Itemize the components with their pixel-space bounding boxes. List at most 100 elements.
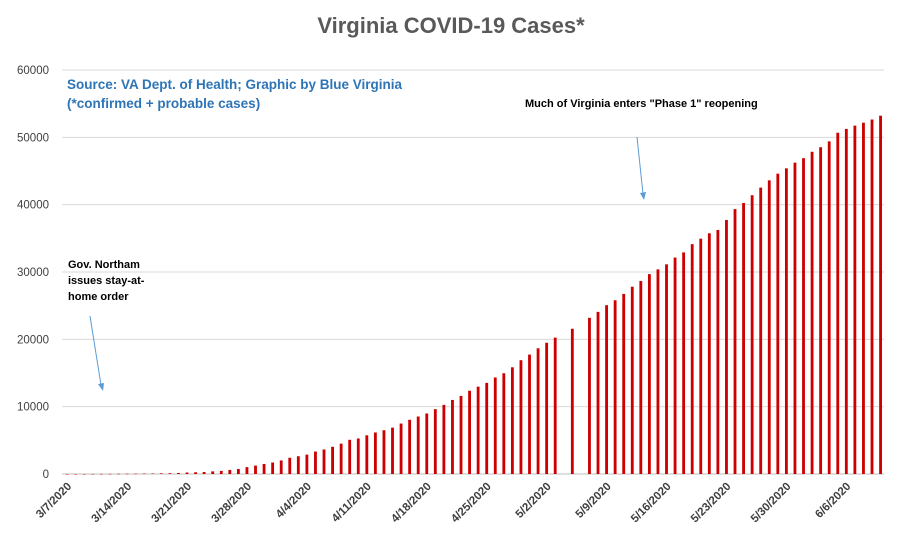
bar — [802, 158, 805, 475]
bar — [142, 473, 146, 475]
annotation-stay-home-line-3: home order — [68, 291, 129, 303]
bar — [339, 443, 343, 474]
bar — [690, 244, 694, 474]
bar — [596, 311, 600, 474]
bar — [502, 373, 506, 474]
bar — [647, 274, 651, 474]
y-tick-label: 40000 — [17, 200, 49, 212]
bar — [767, 180, 771, 474]
bar — [391, 427, 394, 474]
bar — [365, 435, 369, 474]
annotation-stay-home-line-2: issues stay-at- — [68, 275, 145, 287]
bar — [510, 367, 514, 474]
x-tick-label: 5/16/2020 — [629, 481, 674, 526]
bar — [194, 472, 197, 474]
bar — [451, 399, 454, 474]
annotation-phase1: Much of Virginia enters "Phase 1" reopen… — [525, 98, 758, 110]
bar — [656, 269, 660, 474]
bar — [528, 354, 531, 474]
bar — [433, 409, 437, 474]
bar — [707, 233, 711, 474]
y-axis-ticks: 0 10000 20000 30000 40000 50000 60000 — [17, 65, 49, 481]
bar — [819, 147, 823, 474]
bar — [844, 128, 848, 474]
bar — [605, 305, 608, 474]
arrow-stay-home-head — [98, 383, 104, 391]
bar — [553, 337, 557, 474]
bar — [630, 286, 634, 474]
bar — [536, 348, 540, 474]
bar — [134, 473, 138, 475]
bar — [862, 122, 865, 475]
bar — [296, 456, 300, 474]
bar-series — [65, 115, 882, 475]
bar — [322, 449, 326, 474]
bar — [870, 119, 874, 474]
arrow-phase1 — [636, 136, 644, 195]
bar — [716, 229, 720, 474]
bar — [236, 469, 240, 474]
bar — [65, 473, 69, 475]
gridlines — [62, 69, 884, 475]
bar — [288, 457, 292, 474]
bar — [382, 430, 386, 474]
x-tick-label: 4/4/2020 — [274, 481, 314, 521]
bar — [82, 473, 86, 475]
bar — [314, 451, 317, 474]
bar — [168, 473, 172, 474]
bar — [733, 209, 737, 474]
bar — [108, 473, 112, 475]
bar — [476, 386, 480, 474]
bar — [459, 395, 463, 474]
x-tick-label: 3/14/2020 — [90, 481, 135, 526]
bar — [793, 162, 797, 474]
bar — [622, 293, 626, 474]
bar — [305, 454, 309, 474]
bar — [742, 202, 745, 475]
x-tick-label: 5/23/2020 — [689, 481, 734, 526]
bar — [254, 465, 257, 474]
bar — [570, 328, 574, 474]
x-axis-ticks: 3/7/2020 3/14/2020 3/21/2020 3/28/2020 4/4/2… — [34, 481, 853, 526]
x-tick-label: 5/9/2020 — [574, 481, 614, 521]
bar — [784, 168, 788, 474]
x-tick-label: 3/28/2020 — [209, 481, 254, 526]
x-tick-label: 6/6/2020 — [813, 481, 853, 521]
bar — [442, 404, 446, 474]
bar — [776, 173, 780, 474]
bar — [356, 438, 360, 474]
bar — [853, 125, 857, 474]
bar — [699, 238, 703, 474]
bar — [759, 187, 763, 475]
bar — [468, 390, 471, 474]
bar — [545, 342, 549, 474]
x-tick-label: 4/25/2020 — [449, 481, 494, 526]
bar — [750, 195, 754, 475]
y-tick-label: 30000 — [17, 267, 49, 279]
x-tick-label: 5/2/2020 — [514, 481, 554, 521]
bar — [673, 257, 677, 474]
bar — [493, 377, 497, 474]
x-tick-label: 3/7/2020 — [34, 481, 74, 521]
y-tick-label: 10000 — [17, 402, 49, 414]
x-tick-label: 3/21/2020 — [149, 481, 194, 526]
bar — [836, 132, 840, 474]
x-tick-label: 4/11/2020 — [330, 481, 374, 525]
bar — [202, 472, 206, 474]
bar — [588, 317, 591, 474]
annotation-stay-home-line-1: Gov. Northam — [68, 259, 140, 271]
bar — [91, 473, 95, 475]
y-tick-label: 60000 — [17, 65, 49, 77]
bar — [245, 467, 249, 474]
bar — [262, 464, 266, 474]
x-tick-label: 5/30/2020 — [749, 481, 794, 526]
bar — [827, 141, 831, 474]
bar — [639, 280, 643, 474]
bar — [416, 416, 420, 474]
x-tick-label: 4/18/2020 — [389, 481, 434, 526]
bar — [348, 439, 352, 474]
bar — [485, 382, 489, 474]
chart-title: Virginia COVID-19 Cases* — [317, 13, 585, 38]
bar — [399, 423, 403, 474]
